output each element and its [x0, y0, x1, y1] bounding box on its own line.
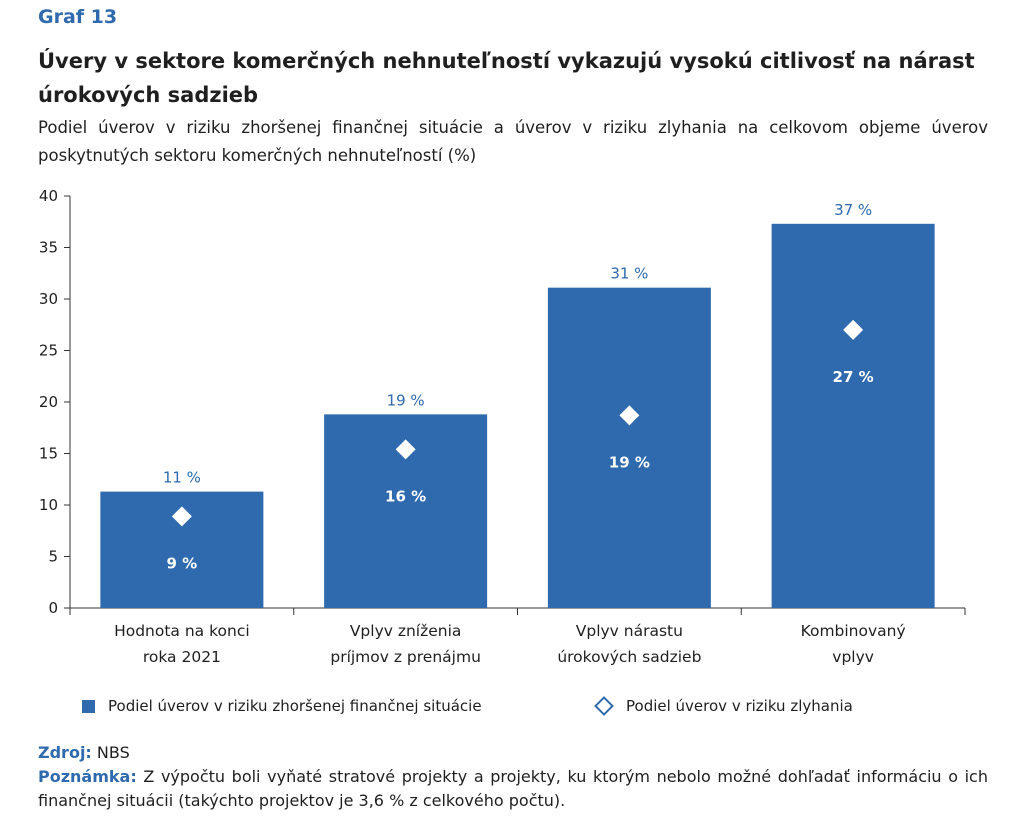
- bar-value-label: 19 %: [387, 391, 425, 409]
- legend-square-icon: [82, 699, 95, 713]
- x-category-label: Vplyv nárastu: [576, 622, 683, 640]
- chart-title: Úvery v sektore komerčných nehnuteľností…: [38, 49, 975, 107]
- note-line: Poznámka: Z výpočtu boli vyňaté stratové…: [38, 765, 988, 813]
- source-line: Zdroj: NBS: [38, 741, 988, 765]
- y-tick-label: 40: [39, 187, 58, 205]
- y-tick-label: 10: [39, 496, 58, 514]
- x-category-label: Vplyv zníženia: [350, 622, 462, 640]
- diamond-marker: [619, 405, 640, 426]
- x-category-label: Hodnota na konci: [114, 622, 250, 640]
- chart-footer: Zdroj: NBS Poznámka: Z výpočtu boli vyňa…: [38, 741, 988, 813]
- x-category-label: príjmov z prenájmu: [330, 648, 481, 666]
- legend-diamond-icon: [594, 696, 614, 716]
- bar-value-label: 11 %: [163, 469, 201, 487]
- x-category-label: vplyv: [832, 648, 874, 666]
- y-tick-label: 5: [48, 548, 58, 566]
- y-tick-label: 25: [39, 342, 58, 360]
- marker-value-label: 16 %: [385, 487, 426, 505]
- legend-bar-label: Podiel úverov v riziku zhoršenej finančn…: [108, 697, 482, 715]
- chart-number: Graf 13: [38, 6, 118, 28]
- y-tick-label: 15: [39, 445, 58, 463]
- diamond-marker: [171, 506, 192, 527]
- y-tick-label: 0: [48, 599, 58, 617]
- bar-value-label: 31 %: [610, 265, 648, 283]
- legend-item-markers: Podiel úverov v riziku zlyhania: [594, 696, 853, 716]
- x-category-label: roka 2021: [143, 648, 221, 666]
- bar: [771, 223, 935, 608]
- note-label: Poznámka:: [38, 767, 137, 786]
- x-category-label: úrokových sadzieb: [557, 648, 701, 666]
- bar: [547, 287, 711, 608]
- x-category-label: Kombinovaný: [801, 622, 906, 640]
- note-text: Z výpočtu boli vyňaté stratové projekty …: [38, 767, 988, 810]
- y-tick-label: 30: [39, 290, 58, 308]
- legend-marker-label: Podiel úverov v riziku zlyhania: [626, 697, 853, 715]
- legend-item-bars: Podiel úverov v riziku zhoršenej finančn…: [82, 697, 482, 715]
- marker-value-label: 19 %: [609, 453, 650, 471]
- source-value: NBS: [96, 743, 130, 762]
- source-label: Zdroj:: [38, 743, 92, 762]
- marker-value-label: 27 %: [833, 368, 874, 386]
- bar-chart: 0 5 10 15 20 25 30 35 40 11 % 9 % Hodnota na konci r…: [39, 187, 966, 666]
- diamond-marker: [395, 439, 416, 460]
- y-tick-label: 20: [39, 393, 58, 411]
- chart-subtitle: Podiel úverov v riziku zhoršenej finančn…: [38, 118, 988, 165]
- marker-value-label: 9 %: [167, 554, 198, 572]
- y-tick-label: 35: [39, 239, 58, 257]
- bar-value-label: 37 %: [834, 201, 872, 219]
- diamond-marker: [843, 319, 864, 340]
